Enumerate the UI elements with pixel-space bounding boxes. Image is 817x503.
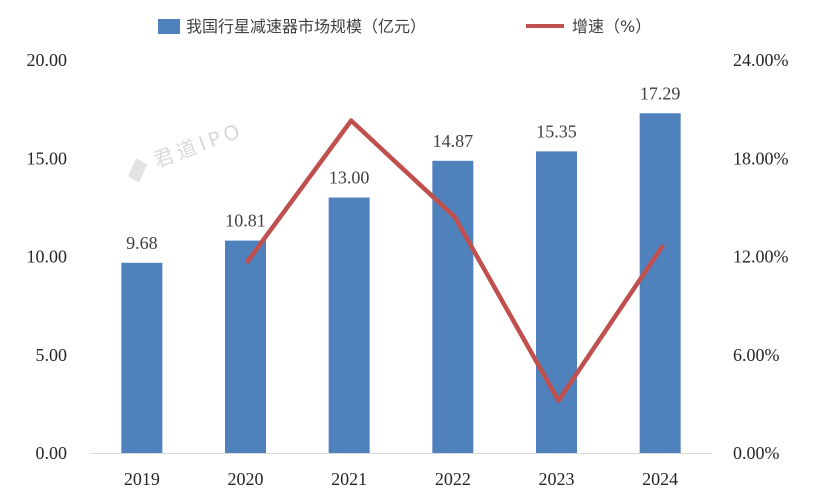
right-axis-tick-label: 24.00% [733, 50, 789, 70]
legend-swatch-bar [158, 19, 180, 34]
watermark: 君道IPO [128, 118, 247, 183]
left-axis-tick-label: 15.00 [27, 148, 68, 168]
bar-series [121, 113, 681, 454]
legend-label-line: 增速（%） [572, 17, 651, 36]
right-axis-tick-label: 6.00% [733, 345, 780, 365]
right-axis-tick-label: 0.00% [733, 443, 780, 463]
bar [121, 262, 163, 453]
legend-label-bar: 我国行星减速器市场规模（亿元） [186, 17, 426, 36]
x-axis-tick-label: 2022 [435, 469, 471, 489]
left-axis-tick-label: 20.00 [27, 50, 68, 70]
bar-data-label: 13.00 [329, 168, 370, 188]
right-axis-tick-label: 18.00% [733, 148, 789, 168]
bar [328, 197, 370, 453]
bar-data-label: 10.81 [225, 211, 266, 231]
bar-data-label: 9.68 [126, 233, 158, 253]
watermark-text: 君道IPO [150, 118, 246, 173]
bar-data-label: 15.35 [536, 121, 577, 141]
legend: 我国行星减速器市场规模（亿元） 增速（%） [158, 17, 651, 36]
left-axis-tick-label: 10.00 [27, 247, 68, 267]
growth-line-series [245, 118, 665, 403]
right-axis-tick-label: 12.00% [733, 247, 789, 267]
data-labels: 9.68 10.81 13.00 14.87 15.35 17.29 [126, 83, 680, 253]
x-axis-tick-label: 2020 [228, 469, 264, 489]
bar-data-label: 17.29 [640, 83, 681, 103]
axes: 0.00 5.00 10.00 15.00 20.00 0.00% 6.00% 12.00% 1… [27, 50, 789, 489]
x-axis-tick-label: 2021 [331, 469, 367, 489]
bar [225, 240, 266, 453]
x-axis-tick-label: 2024 [642, 469, 678, 489]
watermark-logo-icon [128, 158, 148, 183]
bar [536, 151, 577, 453]
bar-data-label: 14.87 [433, 131, 474, 151]
bar [639, 113, 681, 454]
left-axis-tick-label: 5.00 [36, 345, 68, 365]
x-axis-tick-label: 2019 [124, 469, 160, 489]
left-axis-tick-label: 0.00 [36, 443, 68, 463]
x-axis-tick-label: 2023 [539, 469, 575, 489]
bar [432, 160, 474, 453]
